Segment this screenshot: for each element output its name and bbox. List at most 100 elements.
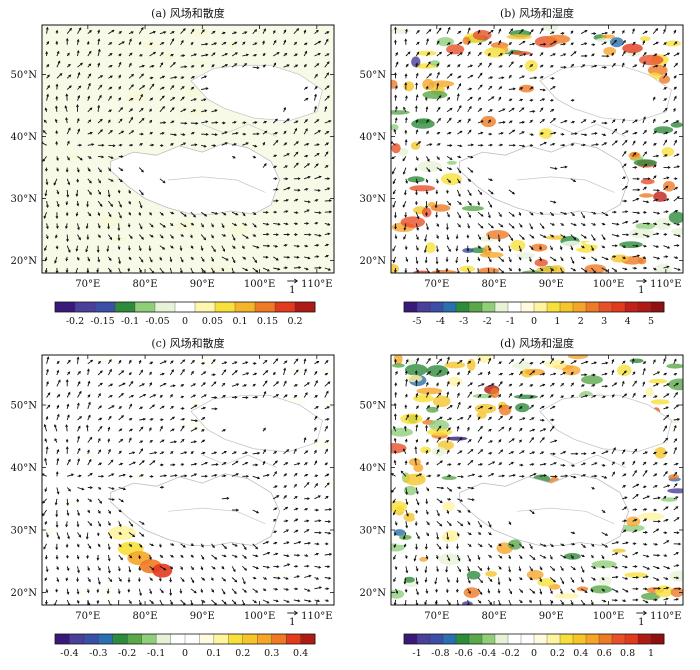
shade-patch [152, 564, 172, 578]
shade-patch [134, 474, 148, 479]
colorbar-swatch [171, 634, 186, 644]
colorbar-swatch [430, 302, 443, 312]
y-tick-label: 50°N [11, 401, 38, 412]
shade-patch [391, 143, 400, 153]
x-tick-label: 100°E [244, 279, 275, 290]
panel-title: (c) 风场和散度 [151, 336, 224, 350]
shade-patch [552, 360, 567, 370]
shade-patch [404, 486, 417, 496]
colorbar-swatch [638, 302, 651, 312]
colorbar-swatch [272, 634, 287, 644]
shade-patch [585, 241, 610, 245]
shade-patch [612, 549, 626, 553]
y-tick-label: 50°N [360, 401, 387, 412]
shade-patch [409, 185, 435, 191]
panel-title: (d) 风场和湿度 [500, 336, 574, 350]
shade-patch [116, 566, 128, 576]
colorbar-swatch [295, 302, 315, 312]
colorbar-swatch [214, 634, 229, 644]
shade-patch [639, 55, 664, 66]
reference-vector-label: 1 [638, 285, 644, 296]
colorbar-swatch [612, 302, 625, 312]
x-tick-label: 80°E [482, 611, 507, 622]
shade-patch [433, 396, 451, 407]
colorbar-swatch [508, 302, 521, 312]
colorbar-label: -1 [506, 316, 515, 327]
shade-patch [617, 365, 631, 377]
shade-patch [158, 430, 182, 434]
colorbar-label: -2 [483, 316, 492, 327]
x-tick-label: 80°E [133, 611, 158, 622]
shade-patch [403, 81, 414, 91]
colorbar-swatch [430, 634, 443, 644]
shade-patch [401, 216, 425, 227]
shade-patch [464, 587, 480, 598]
colorbar-swatch [404, 302, 417, 312]
shade-patch [462, 206, 484, 211]
colorbar-swatch [257, 634, 272, 644]
x-tick-label: 90°E [539, 279, 564, 290]
colorbar-label: 0 [531, 316, 537, 327]
colorbar-swatch [185, 634, 200, 644]
shade-patch [484, 47, 505, 57]
shade-patch [443, 530, 460, 542]
colorbar-swatch [243, 634, 258, 644]
y-tick-label: 30°N [360, 526, 387, 537]
shade-patch [540, 353, 551, 358]
shade-patch [417, 51, 437, 56]
shade-patch [599, 577, 612, 586]
y-tick-label: 50°N [11, 70, 38, 81]
colorbar-label: -0.1 [121, 316, 139, 327]
colorbar-label: -0.6 [455, 648, 473, 659]
colorbar-label: 0.15 [257, 316, 278, 327]
panel-title: (a) 风场和散度 [151, 6, 225, 20]
shade-patch [413, 464, 423, 472]
colorbar-label: 4 [625, 316, 631, 327]
colorbar-swatch [275, 302, 295, 312]
shade-patch [68, 370, 88, 378]
y-tick-label: 40°N [11, 463, 38, 474]
colorbar-swatch [547, 302, 560, 312]
shade-patch [546, 35, 570, 44]
colorbar-swatch [599, 302, 612, 312]
colorbar-swatch [142, 634, 157, 644]
shade-patch [426, 365, 448, 377]
shade-patch [649, 379, 668, 384]
colorbar-swatch [456, 302, 469, 312]
colorbar-swatch [417, 302, 430, 312]
shade-patch [392, 363, 405, 367]
shade-patch [97, 353, 118, 362]
colorbar-label: -0.8 [431, 648, 449, 659]
colorbar-label: -1 [412, 648, 421, 659]
colorbar-swatch [560, 634, 573, 644]
reference-vector-label: 1 [289, 285, 295, 296]
colorbar-swatch [301, 634, 316, 644]
x-tick-label: 110°E [301, 611, 332, 622]
colorbar-swatch [599, 634, 612, 644]
colorbar-label: -0.1 [147, 648, 165, 659]
shade-patch [665, 40, 681, 46]
shade-patch [431, 204, 451, 212]
shade-patch [420, 447, 431, 454]
shade-patch [581, 375, 603, 384]
colorbar-swatch [651, 302, 664, 312]
colorbar-label: 0 [182, 648, 188, 659]
colorbar-swatch [651, 634, 664, 644]
shade-patch [82, 452, 98, 458]
colorbar-swatch [113, 634, 128, 644]
x-tick-label: 80°E [482, 279, 507, 290]
shade-patch [527, 570, 544, 580]
colorbar-swatch [534, 302, 547, 312]
shade-patch [531, 244, 548, 252]
x-tick-label: 100°E [244, 611, 275, 622]
shade-patch [386, 264, 399, 274]
colorbar-label: -0.05 [145, 316, 169, 327]
colorbar-label: -0.2 [501, 648, 519, 659]
colorbar-label: 1 [554, 316, 560, 327]
shade-patch [61, 502, 86, 507]
